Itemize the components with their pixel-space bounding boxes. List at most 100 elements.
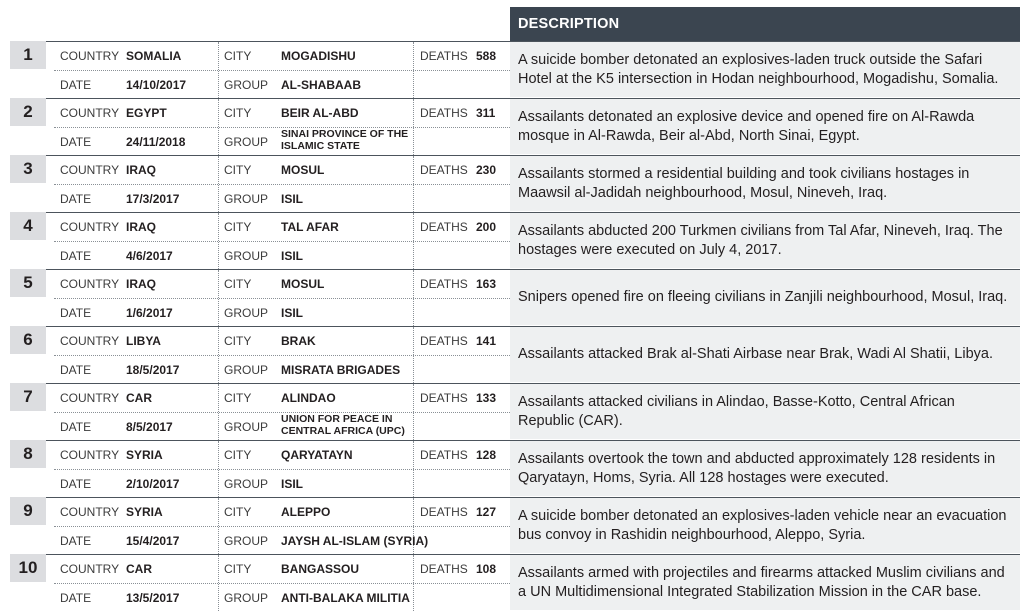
city-value: BEIR AL-ABD [281,106,359,120]
description-text: Assailants attacked Brak al-Shati Airbas… [518,346,993,362]
description-cell: Assailants abducted 200 Turkmen civilian… [510,212,1020,268]
date-label: DATE [60,78,92,92]
date-value: 24/11/2018 [126,135,186,149]
country-value: IRAQ [126,163,156,177]
date-label: DATE [60,477,92,491]
row-divider [10,212,510,213]
country-value: IRAQ [126,220,156,234]
deaths-value: 200 [476,220,497,234]
city-label: CITY [224,448,252,462]
description-cell: Assailants armed with projectiles and fi… [510,554,1020,610]
country-value: EGYPT [126,106,167,120]
row-mid-divider [54,355,512,356]
country-value: IRAQ [126,277,156,291]
country-label: COUNTRY [60,220,120,234]
deaths-label: DEATHS [420,334,468,348]
column-divider [413,156,414,212]
city-value: ALEPPO [281,505,331,519]
deaths-label: DEATHS [420,391,468,405]
group-value: UNION FOR PEACE IN CENTRAL AFRICA (UPC) [281,413,405,437]
table-row: 4 COUNTRY IRAQ CITY TAL AFAR DEATHS 200 … [10,212,1020,269]
group-value: JAYSH AL-ISLAM (SYRIA) [281,534,429,548]
country-value: LIBYA [126,334,161,348]
description-text: A suicide bomber detonated an explosives… [518,51,999,87]
table-row: 9 COUNTRY SYRIA CITY ALEPPO DEATHS 127 D… [10,497,1020,554]
group-value: AL-SHABAAB [281,78,361,92]
date-value: 17/3/2017 [126,192,180,206]
row-mid-divider [54,184,512,185]
city-label: CITY [224,163,252,177]
rank-number: 10 [10,554,46,582]
country-label: COUNTRY [60,334,120,348]
group-label: GROUP [224,591,269,605]
group-value: ISIL [281,477,304,491]
row-mid-divider [54,241,512,242]
column-divider [413,213,414,269]
table-row: 7 COUNTRY CAR CITY ALINDAO DEATHS 133 DA… [10,383,1020,440]
column-divider [413,99,414,155]
date-value: 15/4/2017 [126,534,180,548]
column-divider [218,327,219,383]
rank-number: 7 [10,383,46,411]
group-label: GROUP [224,477,269,491]
city-label: CITY [224,391,252,405]
table-row: 8 COUNTRY SYRIA CITY QARYATAYN DEATHS 12… [10,440,1020,497]
group-label: GROUP [224,306,269,320]
date-value: 14/10/2017 [126,78,187,92]
row-divider [10,269,510,270]
table-row: 1 COUNTRY SOMALIA CITY MOGADISHU DEATHS … [10,41,1020,98]
date-value: 2/10/2017 [126,477,180,491]
country-label: COUNTRY [60,562,120,576]
city-value: ALINDAO [281,391,336,405]
country-value: CAR [126,562,152,576]
city-value: BRAK [281,334,316,348]
country-value: SYRIA [126,448,163,462]
date-value: 18/5/2017 [126,363,180,377]
date-label: DATE [60,192,92,206]
group-label: GROUP [224,135,269,149]
column-divider [413,327,414,383]
city-label: CITY [224,49,252,63]
date-label: DATE [60,363,92,377]
table-row: 5 COUNTRY IRAQ CITY MOSUL DEATHS 163 DAT… [10,269,1020,326]
date-value: 13/5/2017 [126,591,180,605]
deaths-label: DEATHS [420,277,468,291]
row-mid-divider [54,298,512,299]
description-text: Snipers opened fire on fleeing civilians… [518,289,1008,305]
group-value: MISRATA BRIGADES [281,363,401,377]
deaths-label: DEATHS [420,106,468,120]
group-label: GROUP [224,192,269,206]
rank-number: 1 [10,41,46,69]
row-divider [10,98,510,99]
row-mid-divider [54,412,512,413]
deaths-label: DEATHS [420,220,468,234]
country-label: COUNTRY [60,49,120,63]
date-value: 1/6/2017 [126,306,173,320]
deaths-label: DEATHS [420,49,468,63]
group-label: GROUP [224,363,269,377]
city-value: MOSUL [281,163,325,177]
row-mid-divider [54,526,512,527]
table-row: 10 COUNTRY CAR CITY BANGASSOU DEATHS 108… [10,554,1020,611]
city-value: MOGADISHU [281,49,356,63]
country-label: COUNTRY [60,391,120,405]
column-divider [413,270,414,326]
group-label: GROUP [224,249,269,263]
group-value: ANTI-BALAKA MILITIA [281,591,410,605]
city-label: CITY [224,277,252,291]
description-text: Assailants armed with projectiles and fi… [518,564,1005,600]
rank-number: 8 [10,440,46,468]
group-value: ISIL [281,306,304,320]
row-mid-divider [54,583,512,584]
column-divider [413,384,414,440]
description-cell: Assailants attacked Brak al-Shati Airbas… [510,326,1020,382]
city-label: CITY [224,334,252,348]
rank-number: 2 [10,98,46,126]
city-value: BANGASSOU [281,562,360,576]
deaths-value: 127 [476,505,497,519]
row-divider [10,41,510,42]
deaths-label: DEATHS [420,562,468,576]
row-divider [10,497,510,498]
row-mid-divider [54,70,512,71]
